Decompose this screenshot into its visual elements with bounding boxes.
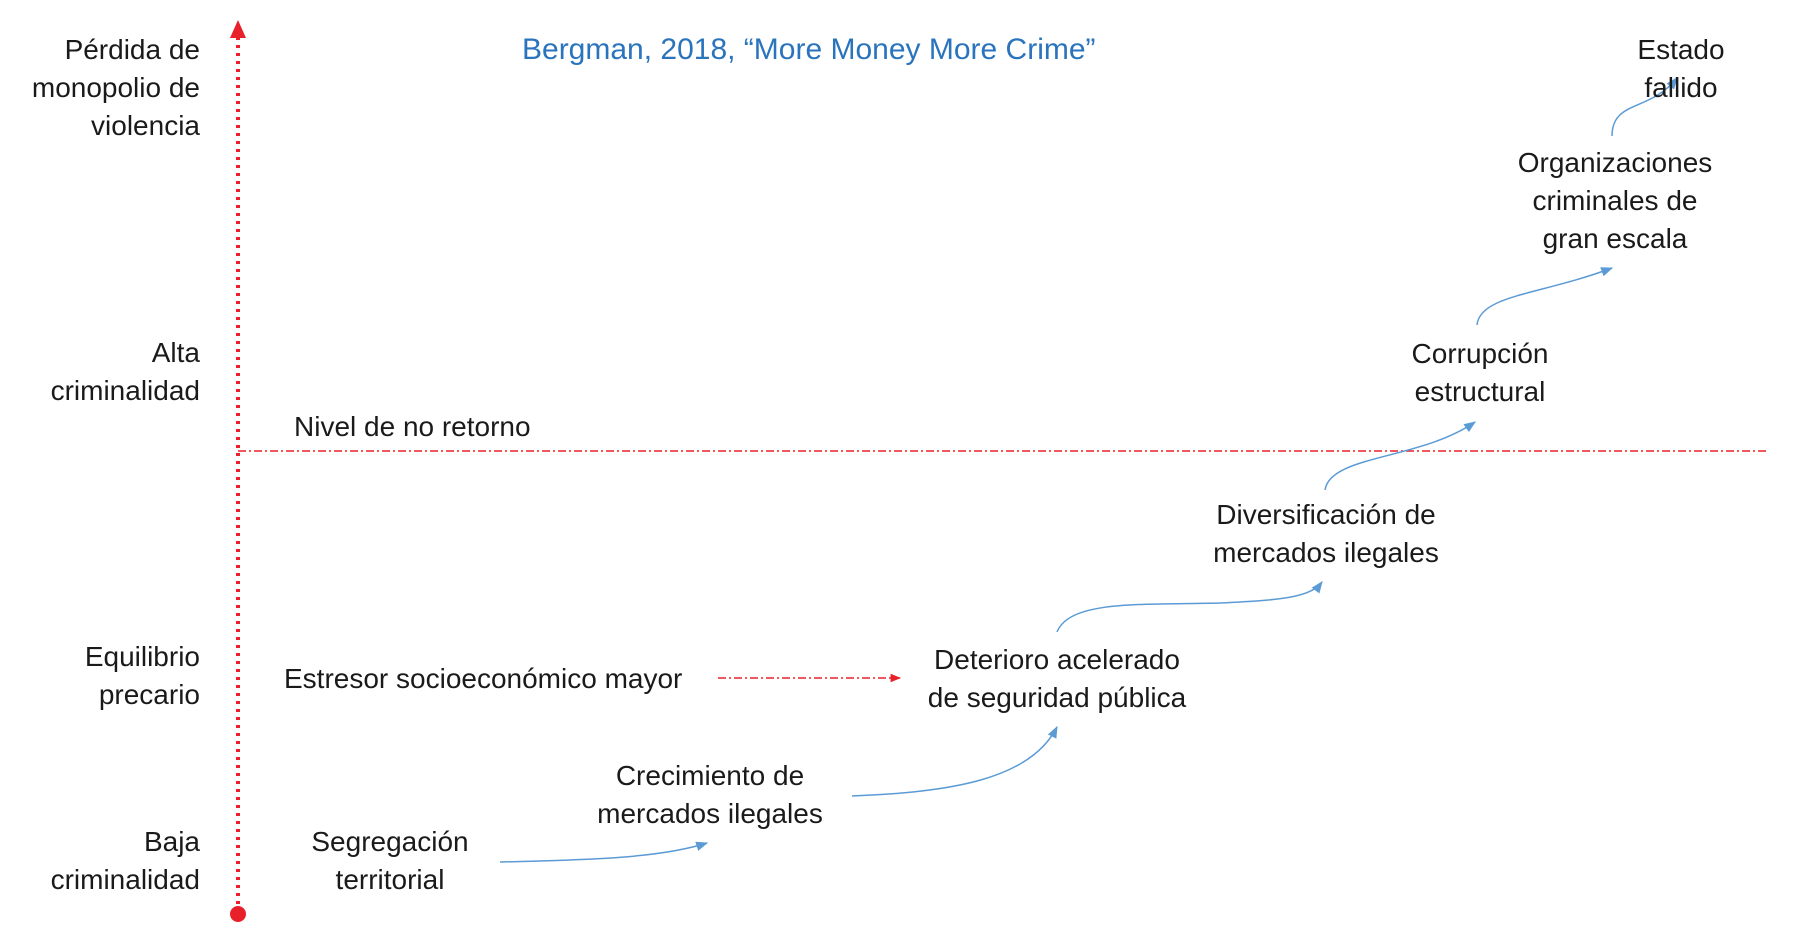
flow-arrow-1 (499, 841, 709, 863)
stage-territorial-segregation: Segregación territorial (311, 826, 469, 895)
stage-structural-corruption: Corrupción estructural (1411, 338, 1549, 407)
flow-arrow-4 (1324, 421, 1476, 491)
flow-arrow-2 (851, 725, 1058, 797)
flow-arrow-6 (1611, 77, 1678, 137)
axis-level-precarious-equilibrium: Equilibrio precario (84, 641, 200, 710)
axis-level-low-crime: Baja criminalidad (50, 826, 200, 895)
flow-arrow-5 (1476, 267, 1614, 326)
axis-level-monopoly-loss: Pérdida de monopolio de violencia (31, 34, 200, 141)
axis-origin-dot (230, 906, 246, 922)
stage-failed-state: Estado fallido (1637, 34, 1725, 103)
flow-arrow-3 (1056, 581, 1323, 633)
stage-public-security-deterioration: Deterioro acelerado de seguridad pública (927, 644, 1187, 713)
stage-illegal-markets-diversification: Diversificación de mercados ilegales (1213, 499, 1439, 568)
stage-illegal-markets-growth: Crecimiento de mercados ilegales (597, 760, 823, 829)
stage-large-criminal-organizations: Organizaciones criminales de gran escala (1517, 147, 1713, 254)
stressor-label: Estresor socioeconómico mayor (284, 663, 683, 694)
axis-level-high-crime: Alta criminalidad (50, 337, 200, 406)
axis-arrowhead (230, 20, 246, 38)
threshold-label: Nivel de no retorno (294, 411, 531, 442)
diagram-title: Bergman, 2018, “More Money More Crime” (522, 33, 1096, 66)
